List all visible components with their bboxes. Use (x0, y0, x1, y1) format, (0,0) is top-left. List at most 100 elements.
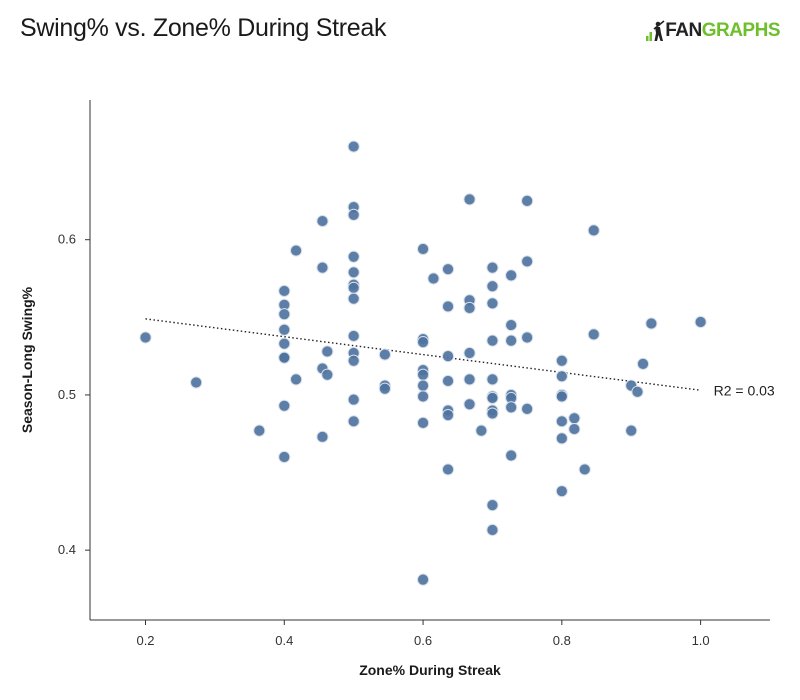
data-point (278, 399, 291, 412)
data-point (625, 424, 638, 437)
data-point (505, 318, 518, 332)
data-point (278, 450, 291, 464)
data-point (441, 409, 455, 422)
y-axis-title: Season-Long Swing% (19, 286, 35, 433)
data-point (486, 280, 499, 293)
fangraphs-logo: FANGRAPHS (645, 20, 781, 42)
data-point (486, 334, 499, 347)
data-point (278, 323, 291, 336)
data-point (521, 331, 534, 344)
data-point (587, 224, 600, 237)
x-axis-title: Zone% During Streak (359, 662, 501, 678)
data-point (505, 269, 518, 282)
data-point (555, 485, 568, 498)
data-point (278, 308, 291, 321)
data-point (475, 424, 488, 437)
data-point (278, 284, 291, 298)
data-point (441, 463, 455, 476)
data-point (463, 373, 476, 386)
data-point (555, 415, 568, 428)
data-point (441, 300, 455, 313)
data-point (505, 449, 518, 462)
data-point (486, 391, 499, 405)
points-layer (139, 140, 707, 586)
data-point (521, 402, 534, 415)
data-point (486, 261, 499, 274)
y-tick-label: 0.5 (58, 387, 76, 402)
data-point (441, 374, 455, 388)
data-point (441, 350, 455, 363)
batter-silhouette-icon (646, 20, 665, 41)
data-point (321, 345, 334, 358)
x-tick-label: 0.2 (136, 633, 154, 648)
data-point (631, 385, 644, 398)
data-point (636, 357, 650, 370)
data-point (486, 297, 499, 310)
data-point (347, 208, 360, 221)
data-point (416, 573, 430, 586)
data-point (463, 301, 476, 315)
data-point (555, 432, 568, 445)
data-point (416, 242, 430, 256)
r-squared-label: R2 = 0.03 (714, 382, 775, 398)
x-tick-label: 0.8 (553, 633, 571, 648)
x-tick-label: 0.4 (275, 633, 293, 648)
data-point (416, 336, 430, 349)
data-point (321, 368, 334, 381)
data-point (316, 430, 329, 443)
data-point (139, 331, 152, 344)
y-tick-label: 0.4 (58, 542, 76, 557)
data-point (278, 351, 291, 364)
data-point (416, 379, 430, 392)
data-point (555, 390, 568, 403)
data-point (347, 415, 360, 428)
data-point (347, 292, 360, 305)
data-point (347, 250, 360, 263)
y-tick-label: 0.6 (58, 232, 76, 247)
data-point (190, 376, 203, 389)
chart-title: Swing% vs. Zone% During Streak (20, 14, 387, 42)
data-point (289, 244, 303, 257)
data-point (521, 194, 534, 207)
brand-prefix: FAN (665, 20, 702, 41)
data-point (463, 193, 476, 206)
data-point (463, 398, 476, 411)
data-point (463, 346, 476, 360)
labels-layer: 0.2 0.4 0.6 0.8 1.0 0.4 0.5 0.6 Zone% During Str… (19, 232, 775, 678)
data-point (486, 523, 499, 537)
data-point (486, 407, 499, 420)
data-point (347, 354, 360, 367)
data-point (316, 261, 329, 274)
brand-wordmark: FANGRAPHS (665, 20, 780, 42)
data-point (378, 382, 391, 395)
x-tick-label: 1.0 (692, 633, 710, 648)
data-point (505, 334, 518, 347)
data-point (289, 373, 303, 386)
trendline (145, 318, 701, 391)
data-point (578, 463, 591, 476)
data-point (416, 368, 430, 381)
data-point (555, 370, 568, 383)
data-point (347, 281, 360, 294)
data-point (278, 337, 291, 350)
brand-suffix: GRAPHS (701, 20, 781, 41)
data-point (521, 255, 534, 268)
data-point (694, 315, 707, 329)
data-point (378, 348, 391, 361)
data-point (347, 266, 360, 279)
data-point (441, 263, 455, 276)
data-point (486, 499, 499, 512)
data-point (316, 214, 329, 228)
data-point (416, 416, 430, 429)
data-point (587, 328, 600, 341)
x-tick-label: 0.6 (414, 633, 432, 648)
data-point (505, 401, 518, 414)
data-point (347, 329, 360, 343)
axes (85, 100, 770, 625)
data-point (416, 390, 430, 403)
data-point (555, 354, 568, 367)
data-point (568, 412, 581, 425)
trendline-layer (145, 318, 701, 391)
data-point (253, 424, 266, 437)
